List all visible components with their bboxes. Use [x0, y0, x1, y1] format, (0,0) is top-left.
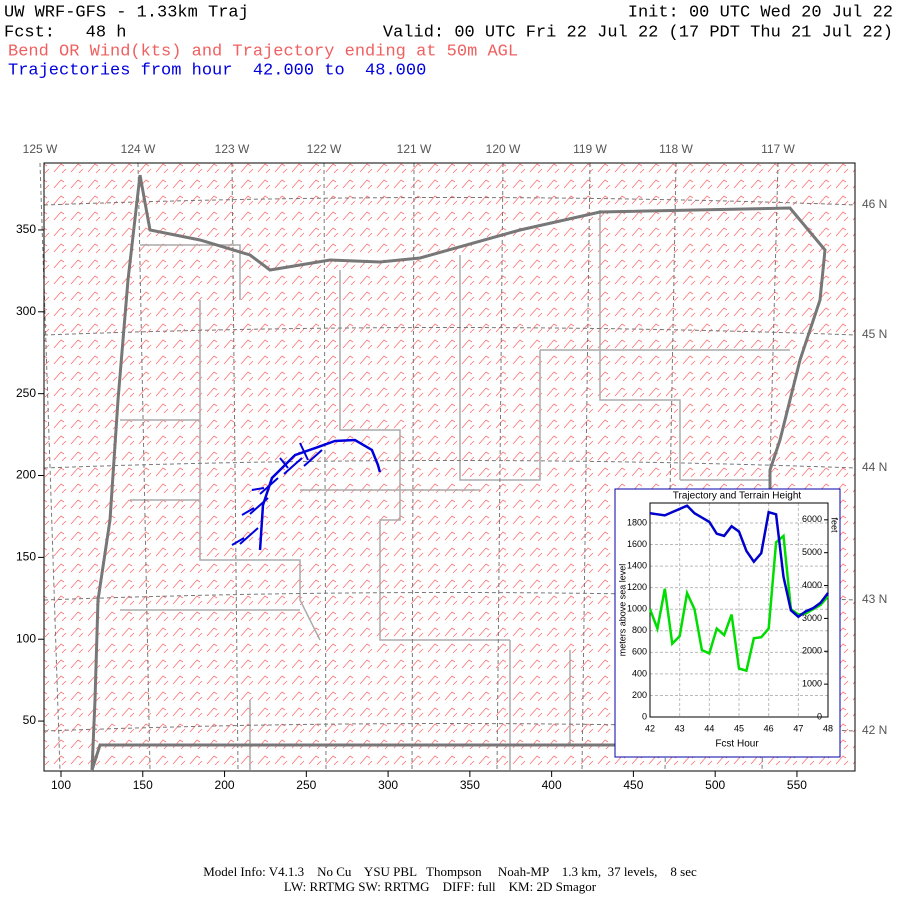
y-tick-label: 300: [16, 304, 36, 318]
latitude-label: 45 N: [862, 327, 887, 341]
subtitle: Bend OR Wind(kts) and Trajectory ending …: [8, 42, 518, 61]
trajectory-barb: [279, 457, 303, 475]
y2-tick-label: 2000: [802, 646, 822, 656]
y-tick-label: 200: [632, 690, 647, 700]
y-axis-label: meters above sea level: [617, 564, 627, 657]
x-tick-label: 48: [823, 723, 833, 733]
footer-line: Model Info: V4.1.3 No Cu YSU PBL Thompso…: [203, 864, 697, 879]
map-frame: [43, 162, 856, 772]
longitude-label: 122 W: [307, 142, 342, 156]
x-tick-label: 45: [734, 723, 744, 733]
y-tick-label: 150: [16, 550, 36, 564]
longitude-label: 119 W: [573, 142, 607, 156]
y-tick-label: 800: [632, 625, 647, 635]
trajectory-barb: [231, 527, 259, 546]
y2-tick-label: 3000: [802, 613, 822, 623]
x-axis-label: Fcst Hour: [715, 739, 759, 750]
y-tick-label: 1600: [627, 539, 647, 549]
trajectory: [258, 438, 382, 551]
state-border: [90, 174, 827, 771]
y-tick-label: 350: [16, 222, 36, 236]
trajectory-barb: [251, 477, 279, 495]
series-line: [648, 533, 829, 673]
y-tick-label: 1200: [627, 582, 647, 592]
y-tick-label: 1400: [627, 560, 647, 570]
y2-tick-label: 4000: [802, 580, 822, 590]
y-tick-label: 250: [16, 386, 36, 400]
x-tick-label: 550: [787, 778, 807, 792]
x-tick-label: 46: [764, 723, 774, 733]
x-tick-label: 250: [296, 778, 316, 792]
y-tick-label: 100: [16, 631, 36, 645]
longitude-label: 125 W: [23, 142, 58, 156]
valid-time: Valid: 00 UTC Fri 22 Jul 22 (17 PDT Thu …: [383, 23, 893, 42]
y-tick-label: 600: [632, 647, 647, 657]
title: UW WRF-GFS - 1.33km Traj: [4, 3, 249, 22]
longitude-label: 117 W: [761, 142, 795, 156]
x-tick-label: 450: [623, 778, 643, 792]
trajectory-note: Trajectories from hour 42.000 to 48.000: [8, 61, 426, 80]
x-tick-label: 500: [705, 778, 725, 792]
init-time: Init: 00 UTC Wed 20 Jul 22: [628, 3, 893, 22]
inset-title: Trajectory and Terrain Height: [673, 491, 802, 502]
y2-tick-label: 0: [817, 711, 822, 721]
x-tick-label: 42: [645, 723, 655, 733]
x-tick-label: 350: [460, 778, 480, 792]
x-tick-label: 200: [215, 778, 235, 792]
x-tick-label: 47: [793, 723, 803, 733]
y2-tick-label: 5000: [802, 547, 822, 557]
x-tick-label: 44: [704, 723, 714, 733]
x-tick-label: 300: [378, 778, 398, 792]
latitude-label: 46 N: [862, 197, 887, 211]
inset-chart: Trajectory and Terrain Height Fcst Hour …: [614, 488, 841, 758]
x-tick-label: 100: [51, 778, 71, 792]
trajectory-barb: [241, 497, 269, 516]
latitude-label: 44 N: [862, 460, 887, 474]
y-tick-label: 1800: [627, 517, 647, 527]
y-tick-label: 0: [642, 711, 647, 721]
forecast-hour: Fcst: 48 h: [4, 23, 126, 42]
longitude-label: 124 W: [121, 142, 156, 156]
y-tick-label: 1000: [627, 604, 647, 614]
longitude-label: 118 W: [659, 142, 693, 156]
footer-line: LW: RRTMG SW: RRTMG DIFF: full KM: 2D Sm…: [284, 879, 597, 894]
y-tick-label: 200: [16, 468, 36, 482]
series-line: [649, 504, 829, 619]
longitude-label: 121 W: [397, 142, 432, 156]
longitude-label: 120 W: [486, 142, 521, 156]
y2-tick-label: 6000: [802, 514, 822, 524]
map: 100 150 200 250 300 350 400 450 500 5505010015020…: [16, 142, 887, 792]
trajectory-barb: [299, 442, 323, 467]
x-tick-label: 43: [675, 723, 685, 733]
longitude-label: 123 W: [215, 142, 250, 156]
latitude-label: 43 N: [862, 592, 887, 606]
y-tick-label: 50: [23, 713, 37, 727]
x-tick-label: 150: [133, 778, 153, 792]
x-tick-label: 400: [542, 778, 562, 792]
y2-axis-label: feet: [830, 517, 840, 533]
latitude-label: 42 N: [862, 723, 887, 737]
y-tick-label: 400: [632, 668, 647, 678]
y2-tick-label: 1000: [802, 679, 822, 689]
